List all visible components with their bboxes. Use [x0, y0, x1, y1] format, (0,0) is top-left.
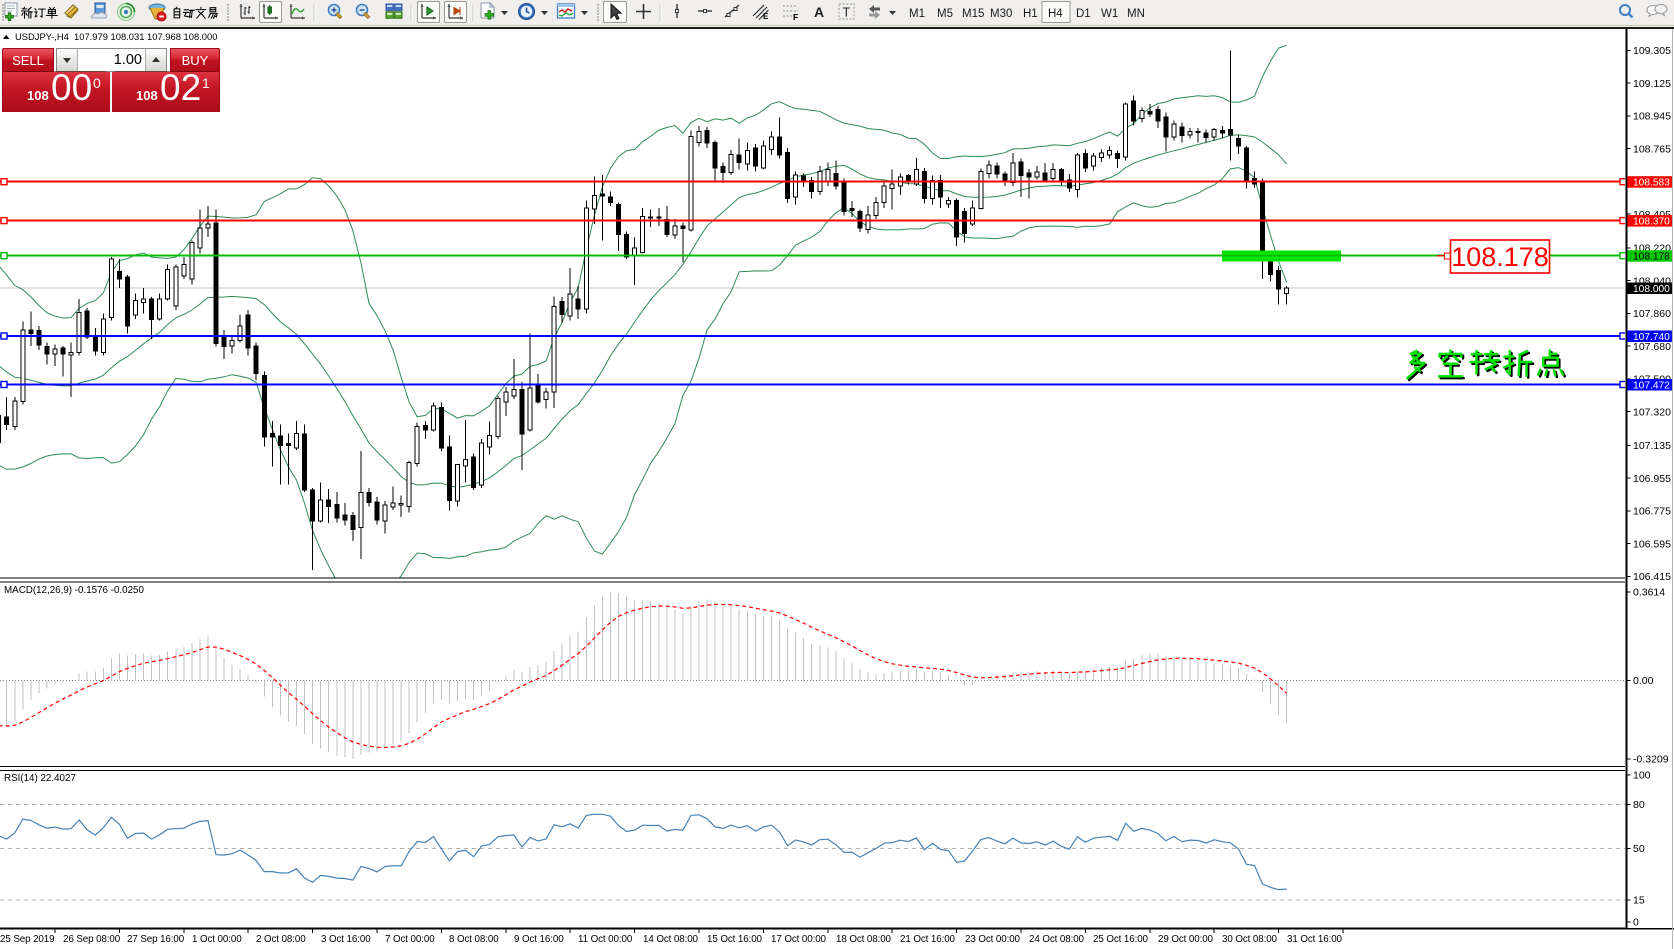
- svg-text:3 Oct 16:00: 3 Oct 16:00: [321, 934, 371, 945]
- svg-text:21 Oct 16:00: 21 Oct 16:00: [900, 934, 956, 945]
- svg-text:31 Oct 16:00: 31 Oct 16:00: [1287, 934, 1343, 945]
- svg-text:107.472: 107.472: [1633, 380, 1670, 391]
- svg-text:11 Oct 00:00: 11 Oct 00:00: [578, 934, 633, 945]
- svg-text:W1: W1: [1101, 8, 1118, 20]
- svg-text:M5: M5: [937, 8, 953, 20]
- svg-text:100: 100: [1633, 770, 1651, 782]
- svg-text:A: A: [814, 4, 824, 20]
- svg-text:108.765: 108.765: [1633, 143, 1671, 155]
- svg-text:108.178: 108.178: [1451, 242, 1549, 272]
- svg-text:1 Oct 00:00: 1 Oct 00:00: [192, 934, 242, 945]
- svg-text:8 Oct 08:00: 8 Oct 08:00: [449, 934, 499, 945]
- svg-text:0.00: 0.00: [1633, 675, 1654, 687]
- svg-text:15: 15: [1633, 895, 1645, 907]
- svg-text:USDJPY-,H4 107.979 108.031 10: USDJPY-,H4 107.979 108.031 107.968 108.0…: [15, 31, 217, 42]
- svg-text:109.125: 109.125: [1633, 78, 1671, 90]
- svg-text:26 Sep 08:00: 26 Sep 08:00: [63, 934, 121, 945]
- svg-text:0: 0: [1633, 917, 1639, 929]
- svg-text:E: E: [763, 12, 769, 21]
- svg-text:7 Oct 00:00: 7 Oct 00:00: [385, 934, 435, 945]
- svg-text:25 Oct 16:00: 25 Oct 16:00: [1093, 934, 1149, 945]
- svg-text:18 Oct 08:00: 18 Oct 08:00: [836, 934, 892, 945]
- svg-text:107.680: 107.680: [1633, 341, 1671, 353]
- svg-text:MN: MN: [1127, 8, 1145, 20]
- svg-text:27 Sep 16:00: 27 Sep 16:00: [127, 934, 185, 945]
- svg-text:108.370: 108.370: [1633, 216, 1670, 227]
- svg-text:107.860: 107.860: [1633, 308, 1671, 320]
- svg-text:108.945: 108.945: [1633, 111, 1671, 123]
- svg-text:107.135: 107.135: [1633, 440, 1671, 452]
- svg-text:108.178: 108.178: [1633, 252, 1670, 263]
- svg-text:106.955: 106.955: [1633, 473, 1671, 485]
- svg-text:106.775: 106.775: [1633, 506, 1671, 518]
- svg-text:17 Oct 00:00: 17 Oct 00:00: [771, 934, 827, 945]
- svg-text:15 Oct 16:00: 15 Oct 16:00: [707, 934, 763, 945]
- svg-text:80: 80: [1633, 799, 1645, 811]
- svg-text:107.320: 107.320: [1633, 406, 1671, 418]
- svg-text:106.595: 106.595: [1633, 538, 1671, 550]
- svg-text:23 Oct 00:00: 23 Oct 00:00: [965, 934, 1021, 945]
- svg-text:29 Oct 00:00: 29 Oct 00:00: [1158, 934, 1214, 945]
- svg-text:109.305: 109.305: [1633, 45, 1671, 57]
- svg-text:D1: D1: [1076, 8, 1091, 20]
- svg-text:H1: H1: [1023, 8, 1038, 20]
- svg-text:H4: H4: [1048, 8, 1063, 20]
- svg-text:9 Oct 16:00: 9 Oct 16:00: [514, 934, 564, 945]
- svg-text:RSI(14) 22.4027: RSI(14) 22.4027: [4, 773, 76, 784]
- svg-text:M15: M15: [962, 8, 984, 20]
- svg-text:106.415: 106.415: [1633, 571, 1671, 583]
- svg-text:14 Oct 08:00: 14 Oct 08:00: [643, 934, 699, 945]
- svg-text:M1: M1: [909, 8, 925, 20]
- svg-text:T: T: [843, 6, 851, 20]
- svg-text:25 Sep 2019: 25 Sep 2019: [0, 934, 54, 945]
- svg-text:MACD(12,26,9) -0.1576 -0.0250: MACD(12,26,9) -0.1576 -0.0250: [4, 585, 145, 596]
- svg-text:50: 50: [1633, 843, 1645, 855]
- svg-text:107.740: 107.740: [1633, 332, 1670, 343]
- svg-text:2 Oct 08:00: 2 Oct 08:00: [256, 934, 306, 945]
- svg-text:0.3614: 0.3614: [1633, 587, 1665, 599]
- svg-text:M30: M30: [990, 8, 1012, 20]
- svg-text:-0.3209: -0.3209: [1633, 754, 1669, 766]
- svg-text:108.000: 108.000: [1633, 284, 1670, 295]
- svg-text:108.583: 108.583: [1633, 178, 1670, 189]
- svg-text:F: F: [793, 12, 798, 22]
- svg-text:30 Oct 08:00: 30 Oct 08:00: [1222, 934, 1278, 945]
- svg-text:24 Oct 08:00: 24 Oct 08:00: [1029, 934, 1085, 945]
